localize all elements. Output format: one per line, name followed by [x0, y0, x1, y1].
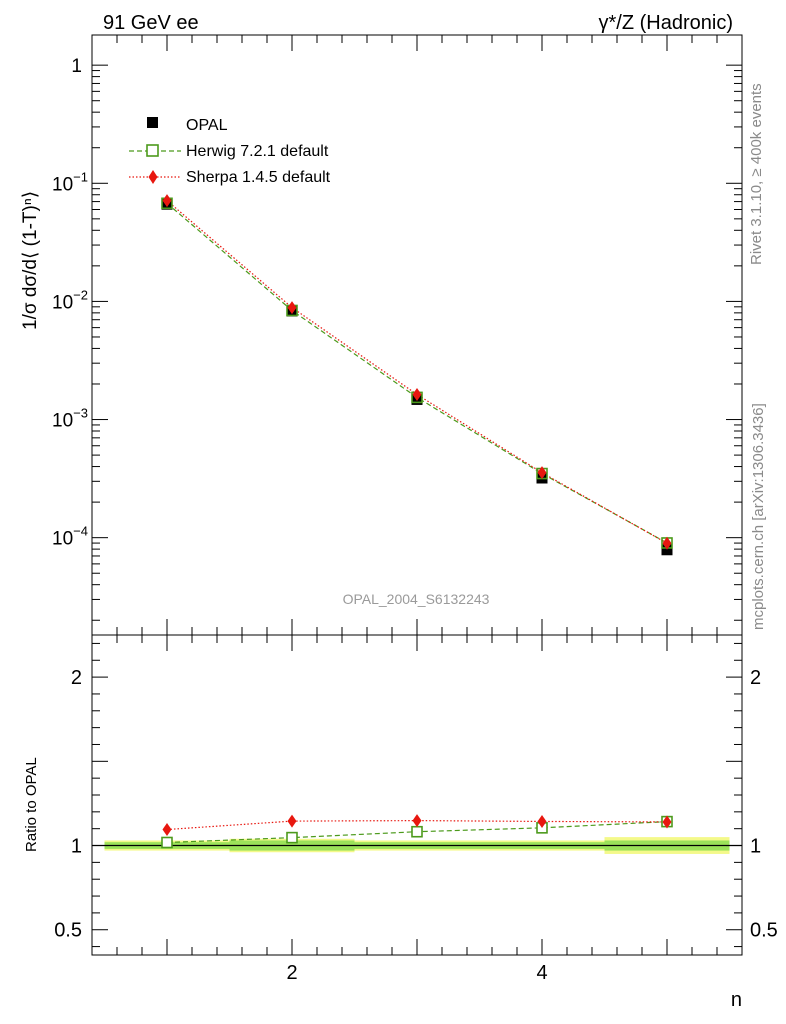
sherpa-ratio-point [287, 814, 297, 828]
process-label: γ*/Z (Hadronic) [599, 12, 733, 34]
main-y-tick-label: 10−1 [52, 169, 88, 195]
ratio-y-axis-label: Ratio to OPAL [23, 757, 40, 852]
herwig-line [166, 202, 668, 544]
herwig-ratio-point [286, 831, 298, 844]
main-y-axis-ticks: 1 10−1 10−2 10−3 10−4 [52, 56, 742, 621]
sherpa-point [162, 194, 172, 208]
x-tick-label: 2 [286, 962, 297, 984]
sherpa-point [287, 301, 297, 315]
analysis-watermark: OPAL_2004_S6132243 [343, 591, 490, 607]
ratio-uncertainty-bands [92, 837, 742, 854]
ratio-y-tick-label-left: 1 [71, 836, 82, 858]
herwig-ratio-point [411, 825, 423, 838]
sherpa-ratio-point [412, 814, 422, 828]
sherpa-ratio-point [162, 823, 172, 837]
main-y-tick-label: 10−3 [52, 406, 88, 432]
ratio-plot-frame [91, 634, 743, 956]
legend-sherpa-label: Sherpa 1.4.5 default [186, 169, 331, 186]
ratio-y-axis-ticks: 2 2 1 1 0.5 0.5 [54, 642, 778, 948]
ratio-y-tick-label-left: 2 [71, 667, 82, 689]
sherpa-ratio-line [166, 819, 668, 831]
ratio-y-tick-label-left: 0.5 [54, 920, 82, 942]
legend-opal-marker [147, 117, 158, 128]
x-axis-label: n [731, 989, 742, 1011]
sherpa-ratio-point [662, 815, 672, 829]
sherpa-ratio-point [537, 814, 547, 828]
legend-herwig-label: Herwig 7.2.1 default [186, 143, 329, 160]
mcplots-label: mcplots.cern.ch [arXiv:1306.3436] [750, 403, 767, 630]
sherpa-line [166, 200, 668, 544]
energy-label: 91 GeV ee [103, 12, 199, 34]
ratio-series-layer [161, 814, 673, 849]
main-series-layer [161, 194, 673, 556]
rivet-label: Rivet 3.1.10, ≥ 400k events [748, 83, 765, 265]
main-y-axis-label: 1/σ dσ/d⟨ (1-T)ⁿ⟩ [20, 191, 41, 330]
sherpa-point [412, 387, 422, 401]
ratio-y-tick-label-right: 2 [750, 667, 761, 689]
legend-opal-label: OPAL [186, 117, 228, 134]
legend: OPAL Herwig 7.2.1 default Sherpa 1.4.5 d… [129, 117, 331, 186]
opal-point [661, 544, 673, 556]
main-y-tick-label: 10−2 [52, 287, 88, 313]
legend-sherpa-marker [148, 170, 158, 184]
ratio-y-tick-label-right: 1 [750, 836, 761, 858]
main-y-tick-label: 10−4 [52, 524, 88, 550]
main-y-tick-label: 1 [71, 56, 82, 77]
legend-herwig-marker [146, 144, 159, 157]
x-tick-label: 4 [536, 962, 547, 984]
sherpa-point [537, 466, 547, 480]
sherpa-point [662, 536, 672, 550]
herwig-ratio-point [161, 836, 173, 849]
ratio-y-tick-label-right: 0.5 [750, 920, 778, 942]
